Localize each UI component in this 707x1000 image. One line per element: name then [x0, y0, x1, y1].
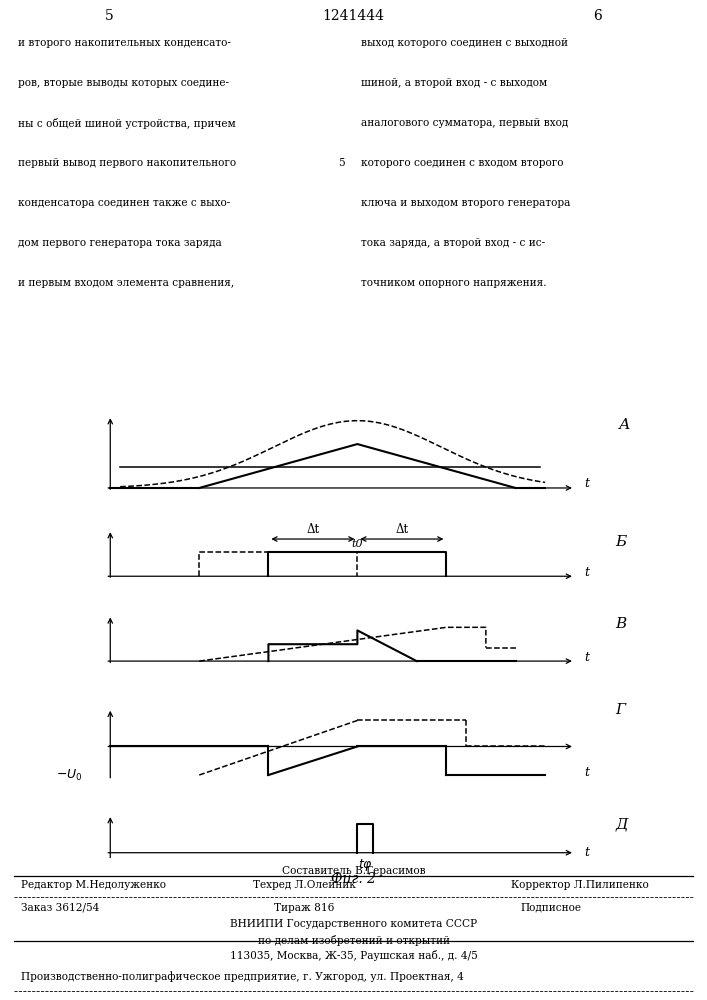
Text: Тираж 816: Тираж 816: [274, 903, 334, 913]
Text: выход которого соединен с выходной: выход которого соединен с выходной: [361, 37, 568, 47]
Text: t: t: [585, 477, 590, 490]
Text: Редактор М.Недолуженко: Редактор М.Недолуженко: [21, 880, 166, 890]
Text: Δt: Δt: [395, 523, 409, 536]
Text: $-U_0$: $-U_0$: [57, 767, 83, 783]
Text: 1241444: 1241444: [322, 9, 385, 23]
Text: конденсатора соединен также с выхо-: конденсатора соединен также с выхо-: [18, 198, 230, 208]
Text: $t\varphi$: $t\varphi$: [358, 857, 373, 873]
Text: А: А: [619, 418, 630, 432]
Text: Заказ 3612/54: Заказ 3612/54: [21, 903, 100, 913]
Text: 5: 5: [339, 158, 345, 168]
Text: ны с общей шиной устройства, причем: ны с общей шиной устройства, причем: [18, 118, 235, 129]
Text: Б: Б: [615, 535, 626, 549]
Text: t: t: [585, 846, 590, 859]
Text: шиной, а второй вход - с выходом: шиной, а второй вход - с выходом: [361, 78, 547, 88]
Text: по делам изобретений и открытий: по делам изобретений и открытий: [257, 935, 450, 946]
Text: Производственно-полиграфическое предприятие, г. Ужгород, ул. Проектная, 4: Производственно-полиграфическое предприя…: [21, 972, 464, 982]
Text: t: t: [585, 766, 590, 779]
Text: Д: Д: [615, 817, 628, 831]
Text: Г: Г: [615, 703, 625, 717]
Text: Составитель В.Герасимов: Составитель В.Герасимов: [281, 866, 426, 876]
Text: ров, вторые выводы которых соедине-: ров, вторые выводы которых соедине-: [18, 78, 228, 88]
Text: 6: 6: [593, 9, 602, 23]
Text: t0: t0: [351, 539, 363, 549]
Text: 113035, Москва, Ж-35, Раушская наб., д. 4/5: 113035, Москва, Ж-35, Раушская наб., д. …: [230, 950, 477, 961]
Text: которого соединен с входом второго: которого соединен с входом второго: [361, 158, 563, 168]
Text: аналогового сумматора, первый вход: аналогового сумматора, первый вход: [361, 118, 568, 128]
Text: дом первого генератора тока заряда: дом первого генератора тока заряда: [18, 238, 221, 248]
Text: Корректор Л.Пилипенко: Корректор Л.Пилипенко: [511, 880, 648, 890]
Text: точником опорного напряжения.: точником опорного напряжения.: [361, 278, 547, 288]
Text: ключа и выходом второго генератора: ключа и выходом второго генератора: [361, 198, 570, 208]
Text: и первым входом элемента сравнения,: и первым входом элемента сравнения,: [18, 278, 234, 288]
Text: Δt: Δt: [306, 523, 320, 536]
Text: тока заряда, а второй вход - с ис-: тока заряда, а второй вход - с ис-: [361, 238, 544, 248]
Text: В: В: [615, 617, 626, 631]
Text: Техред Л.Олейник: Техред Л.Олейник: [252, 880, 356, 890]
Text: Фиг. 2: Фиг. 2: [331, 872, 376, 886]
Text: 5: 5: [105, 9, 114, 23]
Text: и второго накопительных конденсато-: и второго накопительных конденсато-: [18, 37, 230, 47]
Text: ВНИИПИ Государственного комитета СССР: ВНИИПИ Государственного комитета СССР: [230, 919, 477, 929]
Text: первый вывод первого накопительного: первый вывод первого накопительного: [18, 158, 236, 168]
Text: t: t: [585, 651, 590, 664]
Text: t: t: [585, 566, 590, 579]
Text: Подписное: Подписное: [521, 903, 582, 913]
